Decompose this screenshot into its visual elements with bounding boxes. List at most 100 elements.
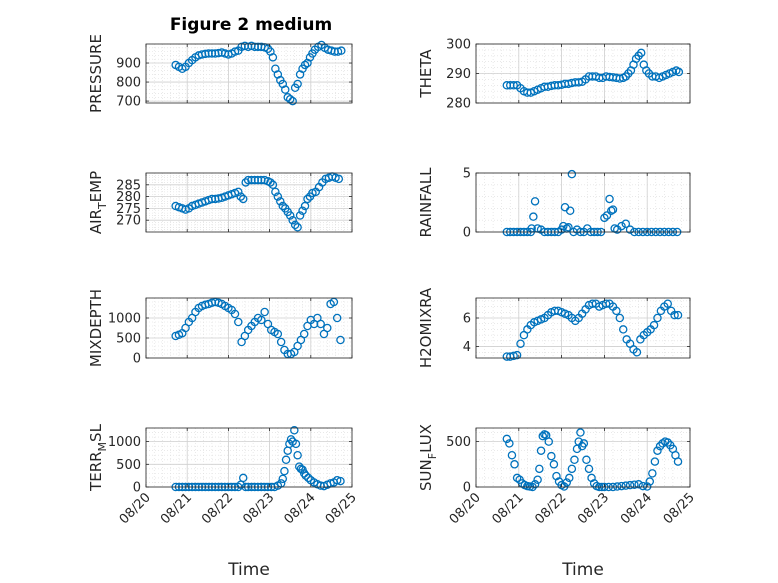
y-axis-label: H2OMIXRA <box>417 287 435 368</box>
data-point <box>617 221 626 231</box>
data-point <box>281 455 291 465</box>
subplot-rainfall: 0 5 RAINFALL <box>417 167 691 241</box>
axes-frame <box>475 427 691 488</box>
data-point <box>509 81 518 90</box>
data-point <box>238 473 248 483</box>
data-point <box>336 476 345 486</box>
y-tick-label: 500 <box>446 435 471 450</box>
data-point <box>673 457 683 466</box>
data-point <box>576 428 585 437</box>
data-series <box>171 297 345 359</box>
y-tick-label: 300 <box>446 38 471 53</box>
data-point <box>230 309 240 319</box>
data-point <box>605 194 614 204</box>
data-point <box>648 469 657 478</box>
data-series <box>171 40 346 106</box>
data-point <box>332 313 342 323</box>
data-point <box>268 180 278 190</box>
data-point <box>565 473 574 483</box>
data-point <box>549 460 559 469</box>
data-point <box>574 78 583 87</box>
axes-frame <box>475 297 691 359</box>
data-point <box>234 187 243 197</box>
y-axis-label: MIXDEPTH <box>87 289 105 367</box>
plot-area <box>146 428 352 487</box>
y-tick-label: 270 <box>116 214 141 229</box>
data-point <box>617 481 626 491</box>
data-series <box>502 48 684 97</box>
plot-area <box>476 173 690 232</box>
y-tick-label: 280 <box>446 97 471 112</box>
subplot-pressure: 700 800 900 PRESSURE <box>87 34 353 113</box>
data-point <box>538 431 548 441</box>
data-point <box>234 317 243 327</box>
y-axis-label: AIRTEMP <box>87 171 109 234</box>
y-tick-label: 5 <box>463 167 471 182</box>
data-point <box>582 455 591 465</box>
plot-area <box>146 44 352 103</box>
y-tick-label: 1000 <box>108 312 141 327</box>
data-point <box>650 457 660 466</box>
data-point <box>293 79 302 89</box>
y-axis-label: THETA <box>417 49 435 99</box>
data-point <box>507 450 517 460</box>
y-tick-label: 285 <box>116 178 141 193</box>
data-point <box>645 477 655 486</box>
data-point <box>336 335 345 345</box>
data-point <box>334 174 344 184</box>
data-point <box>625 480 635 490</box>
data-point <box>295 211 305 220</box>
y-axis-label: SUNFLUX <box>417 424 439 491</box>
data-point <box>301 471 311 480</box>
data-point <box>608 205 618 214</box>
data-point <box>570 455 579 465</box>
data-point <box>621 481 631 490</box>
y-tick-label: 800 <box>116 76 141 91</box>
data-point <box>288 215 297 225</box>
data-point <box>567 169 577 179</box>
data-point <box>268 53 278 62</box>
y-axis-label: PRESSURE <box>87 34 105 113</box>
data-point <box>536 446 546 455</box>
data-point <box>260 307 269 317</box>
data-point <box>300 201 310 211</box>
data-point <box>649 320 659 330</box>
y-tick-label: 0 <box>463 226 471 241</box>
data-point <box>544 437 554 446</box>
data-point <box>530 197 540 206</box>
data-point <box>630 480 639 489</box>
data-point <box>286 435 296 444</box>
subplot-h2omixra: 4 6 H2OMIXRA <box>417 287 691 368</box>
data-point <box>303 194 312 204</box>
data-point <box>323 323 332 333</box>
data-point <box>291 439 301 449</box>
data-point <box>273 329 283 339</box>
y-tick-label: 700 <box>116 95 141 110</box>
data-point <box>636 48 646 58</box>
data-point <box>238 194 248 204</box>
data-point <box>674 67 684 77</box>
data-point <box>502 434 512 444</box>
y-tick-label: 4 <box>463 340 471 355</box>
figure-title: Figure 2 medium <box>170 15 332 35</box>
data-point <box>615 313 625 323</box>
data-point <box>565 206 575 216</box>
data-point <box>663 438 672 447</box>
data-point <box>337 46 346 55</box>
data-point <box>299 329 309 339</box>
data-point <box>612 482 622 491</box>
y-tick-label: 500 <box>116 332 141 347</box>
data-point <box>285 211 295 220</box>
y-tick-label: 1000 <box>108 435 141 450</box>
data-point <box>584 464 594 474</box>
y-tick-label: 0 <box>133 481 141 496</box>
data-point <box>300 60 310 70</box>
data-point <box>601 299 611 308</box>
data-point <box>588 299 597 308</box>
y-tick-label: 0 <box>463 481 471 496</box>
data-point <box>505 439 514 448</box>
data-point <box>509 351 518 361</box>
data-point <box>298 206 307 216</box>
